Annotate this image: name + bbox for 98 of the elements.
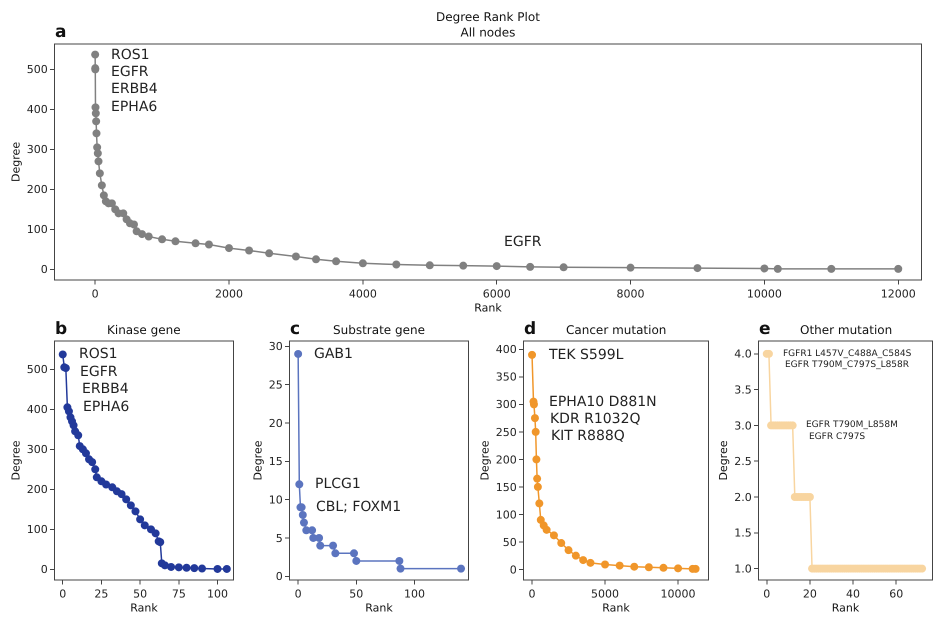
annotation: KIT R888Q	[551, 428, 625, 444]
annotation: ROS1	[111, 47, 150, 63]
chart-title: Degree Rank Plot	[436, 10, 540, 24]
y-tick-label: 3.0	[734, 419, 752, 432]
y-tick-label: 10	[268, 493, 283, 506]
y-tick-label: 3.5	[734, 383, 752, 396]
y-tick-label: 1.0	[734, 562, 752, 576]
x-tick-label: 2000	[215, 287, 243, 300]
y-tick-label: 1.5	[734, 526, 752, 540]
y-tick-label: 25	[268, 378, 283, 392]
y-tick-label: 5	[276, 532, 283, 545]
y-tick-label: 500	[26, 363, 48, 376]
annotation: EGFR	[111, 64, 149, 80]
x-tick-label: 5000	[591, 588, 620, 601]
y-tick-label: 0	[510, 563, 517, 576]
annotation: EGFR C797S	[809, 432, 866, 442]
x-tick-label: 12000	[880, 287, 916, 300]
y-tick-label: 200	[26, 483, 48, 496]
annotation: EPHA10 D881N	[549, 394, 657, 410]
y-tick-label: 0	[40, 263, 48, 276]
y-tick-label: 200	[496, 453, 517, 466]
y-tick-label: 400	[26, 403, 48, 416]
text: d	[524, 319, 536, 339]
y-tick-label: 150	[496, 480, 517, 494]
annotation: EGFR	[80, 364, 118, 380]
x-tick-label: 40	[846, 588, 860, 601]
annotation: EGFR	[504, 234, 542, 250]
annotation: KDR R1032Q	[550, 411, 641, 427]
annotation: ERBB4	[111, 81, 158, 97]
chart-title: Kinase gene	[107, 323, 181, 337]
annotation: FGFR1 L457V_C488A_C584S	[783, 349, 912, 359]
x-axis-title: Rank	[602, 602, 630, 615]
text: c	[290, 319, 300, 339]
x-tick-label: 20	[802, 588, 817, 601]
x-tick-label: 60	[889, 588, 904, 601]
x-tick-label: 100	[404, 588, 425, 601]
y-tick-label: 0	[40, 563, 48, 576]
x-tick-label: 50	[349, 588, 364, 601]
text: b	[55, 319, 68, 339]
y-tick-label: 300	[26, 443, 48, 456]
y-tick-label: 50	[502, 536, 517, 549]
x-tick-label: 50	[133, 588, 148, 601]
y-tick-label: 2.0	[734, 490, 752, 504]
annotation: PLCG1	[315, 476, 361, 492]
x-tick-label: 8000	[616, 287, 645, 300]
annotation: EGFR T790M_L858M	[806, 420, 898, 430]
y-tick-label: 4.0	[734, 348, 752, 361]
y-tick-label: 20	[268, 416, 283, 430]
text: a	[55, 22, 66, 42]
y-axis-title: Degree	[9, 142, 22, 182]
y-axis-title: Degree	[478, 440, 492, 481]
annotation: CBL; FOXM1	[316, 499, 402, 515]
chart-subtitle: All nodes	[460, 26, 516, 40]
annotation: ERBB4	[82, 381, 129, 397]
x-tick-label: 6000	[482, 287, 511, 300]
x-tick-label: 0	[59, 588, 66, 601]
y-tick-label: 100	[26, 523, 48, 536]
x-tick-label: 75	[172, 588, 186, 601]
y-tick-label: 15	[268, 455, 283, 468]
x-tick-label: 4000	[348, 287, 377, 300]
x-tick-label: 0	[92, 287, 99, 300]
annotation: EPHA6	[111, 99, 158, 115]
y-tick-label: 400	[496, 343, 517, 356]
x-tick-label: 10000	[660, 588, 696, 601]
annotation: TEK S599L	[548, 347, 624, 363]
y-tick-label: 2.5	[734, 455, 752, 468]
y-tick-label: 400	[26, 103, 48, 116]
x-tick-label: 0	[763, 588, 770, 601]
y-tick-label: 100	[26, 223, 48, 236]
y-tick-label: 200	[26, 183, 48, 196]
y-tick-label: 30	[268, 340, 283, 354]
chart-title: Substrate gene	[333, 323, 425, 337]
x-tick-label: 100	[207, 588, 228, 601]
annotation: GAB1	[314, 346, 353, 362]
y-axis-title: Degree	[716, 440, 730, 481]
annotation: EPHA6	[83, 399, 130, 415]
x-tick-label: 10000	[746, 287, 782, 300]
x-axis-title: Rank	[130, 602, 158, 615]
y-tick-label: 300	[496, 398, 517, 412]
x-axis-title: Rank	[832, 602, 860, 615]
x-tick-label: 0	[294, 588, 302, 601]
text: e	[759, 319, 771, 339]
y-tick-label: 350	[496, 370, 517, 384]
y-tick-label: 300	[26, 143, 48, 156]
y-axis-title: Degree	[251, 440, 264, 481]
y-tick-label: 0	[276, 570, 283, 584]
y-tick-label: 250	[496, 426, 517, 439]
x-axis-title: Rank	[365, 602, 394, 615]
x-axis-title: Rank	[474, 302, 502, 315]
chart-title: Other mutation	[800, 323, 892, 337]
annotation: EGFR T790M_C797S_L858R	[785, 360, 910, 370]
x-tick-label: 0	[528, 588, 536, 601]
x-tick-label: 25	[94, 588, 108, 601]
chart-title: Cancer mutation	[566, 323, 666, 337]
y-axis-title: Degree	[9, 440, 22, 481]
y-tick-label: 500	[26, 63, 48, 76]
annotation: ROS1	[79, 346, 118, 362]
y-tick-label: 100	[496, 508, 517, 522]
